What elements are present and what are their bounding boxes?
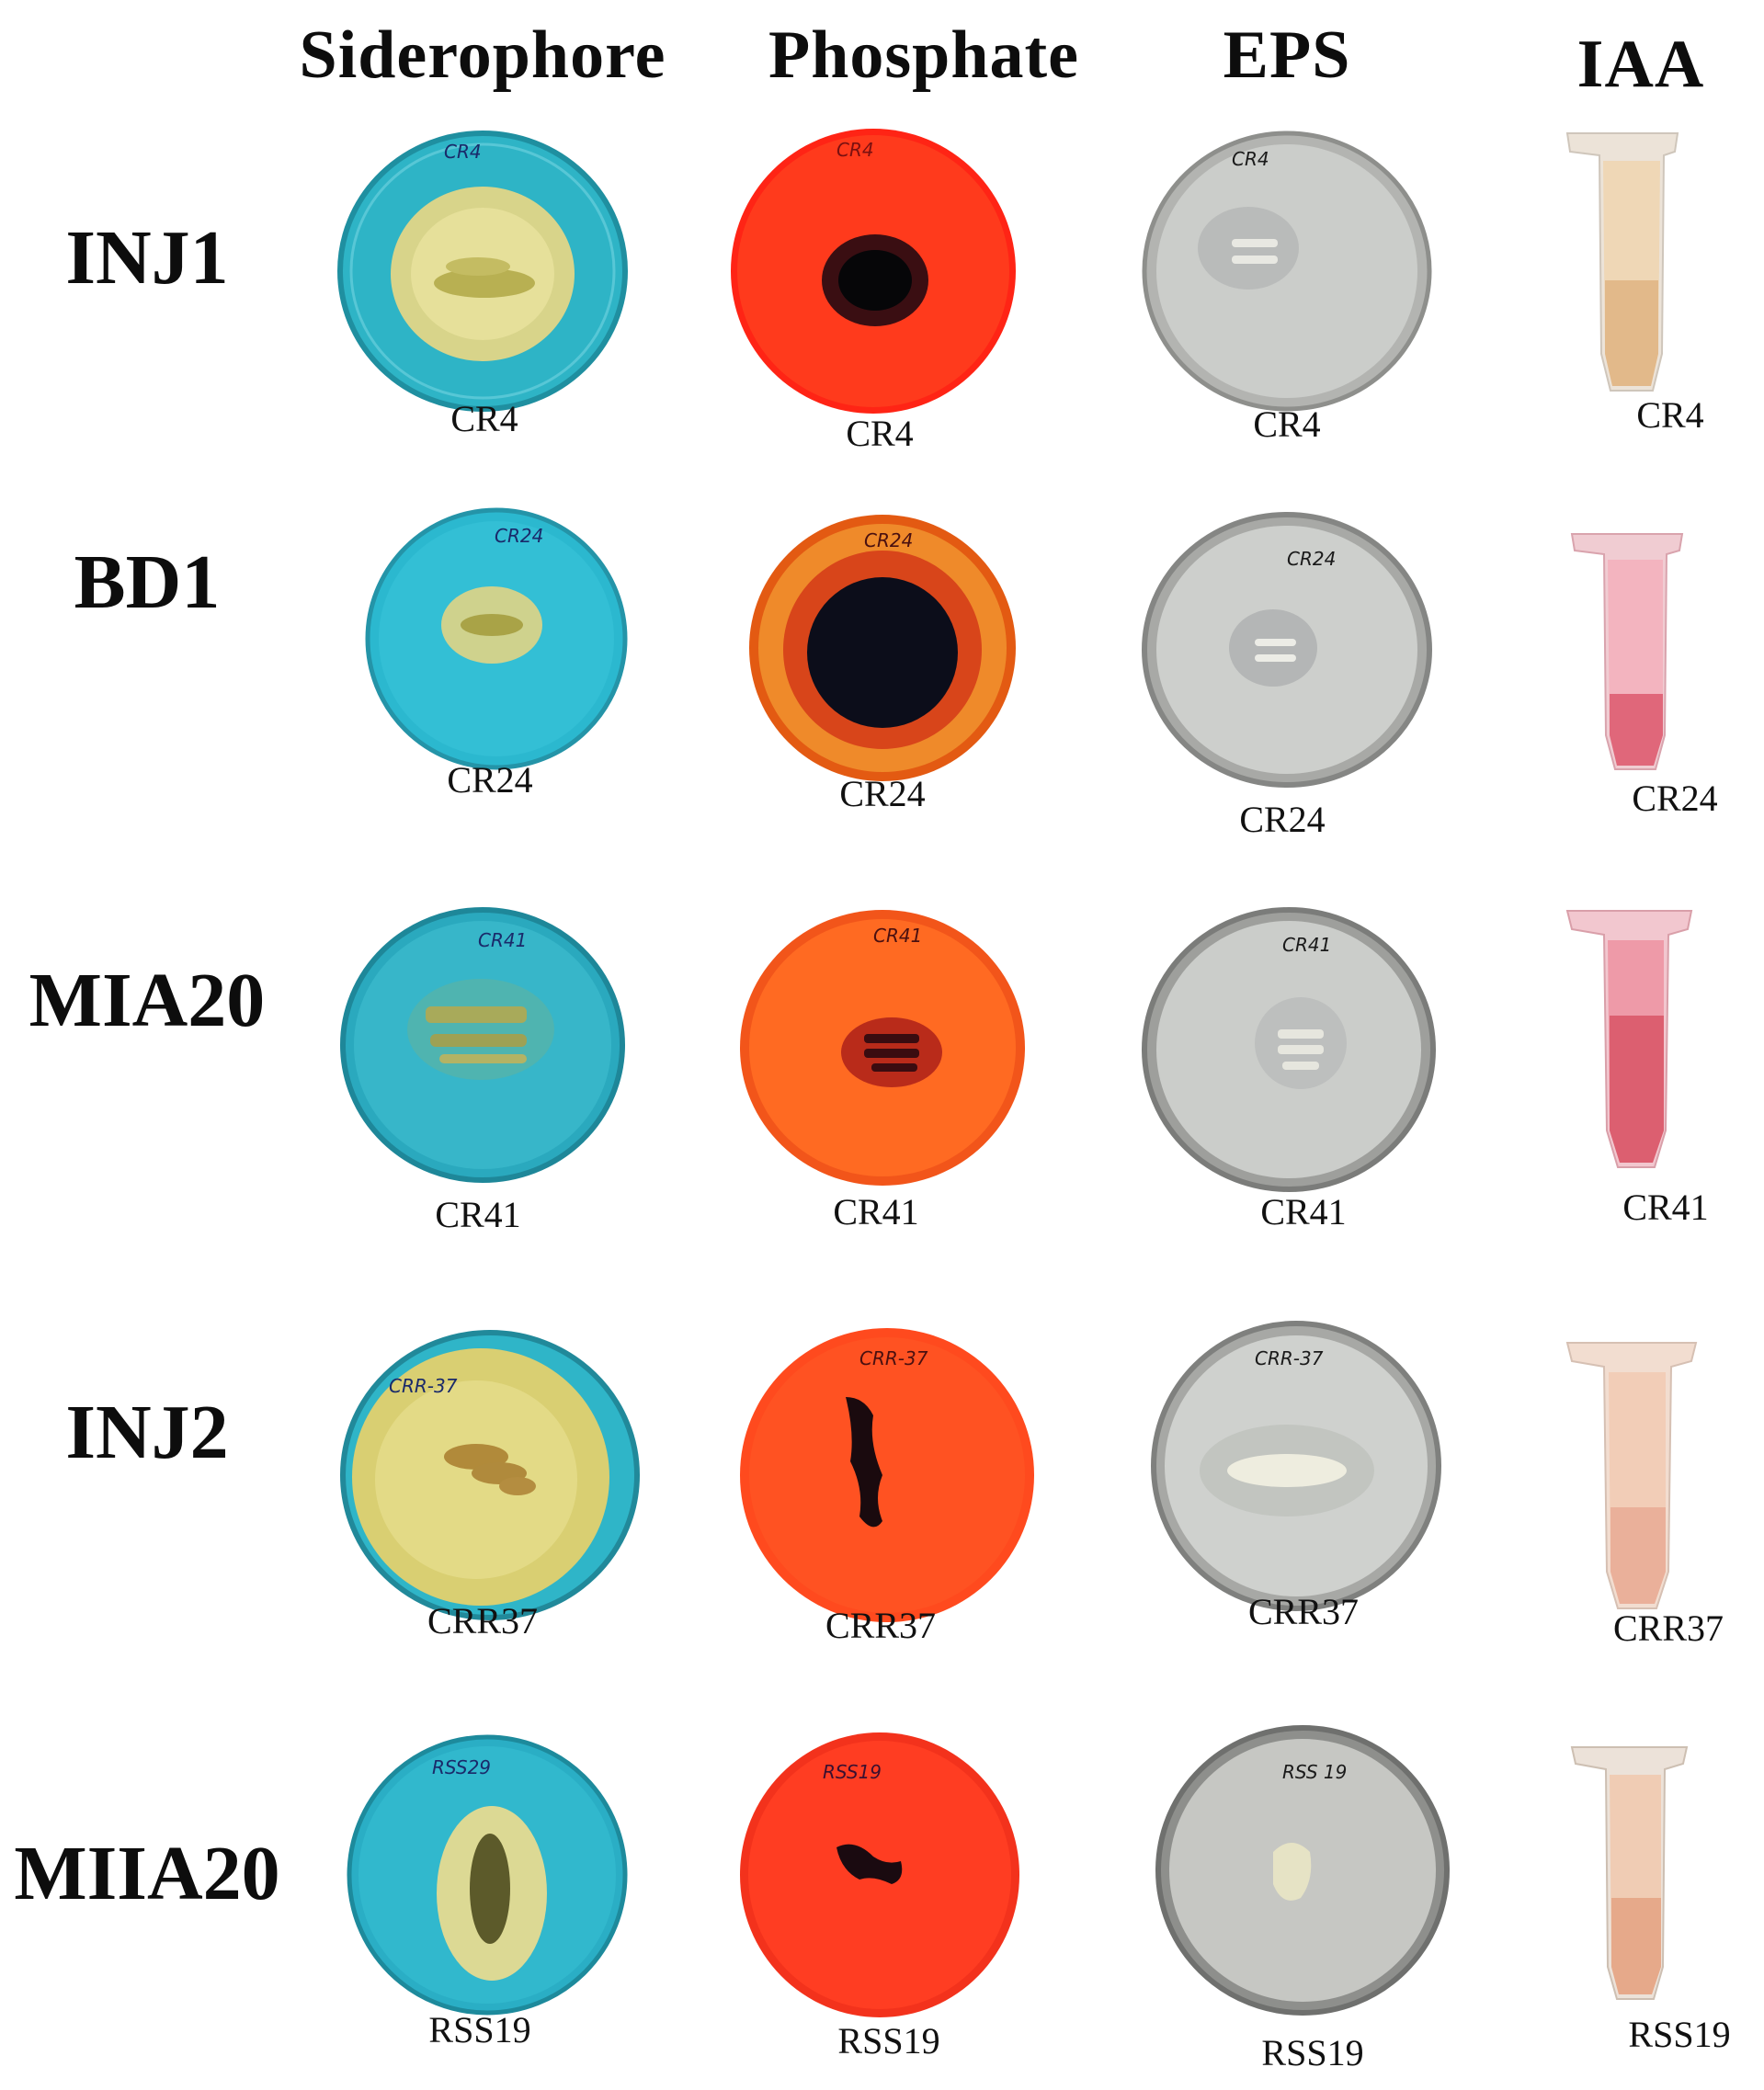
column-heading-siderophore: Siderophore [299, 17, 666, 93]
eps-plate: CRR-37 [1151, 1321, 1441, 1611]
plate-label: CR24 [1287, 548, 1336, 570]
siderophore-plate: CR4 [337, 131, 628, 412]
plate-label: CR4 [1232, 148, 1269, 170]
row-heading-miia20: MIIA20 [14, 1831, 280, 1916]
caption-iaa: RSS19 [1628, 2014, 1731, 2055]
column-heading-phosphate: Phosphate [768, 17, 1079, 93]
caption-siderophore: RSS19 [428, 2009, 531, 2050]
column-heading-iaa: IAA [1576, 27, 1705, 102]
caption-eps: CRR37 [1247, 1591, 1360, 1632]
row-heading-inj2: INJ2 [65, 1390, 229, 1475]
eps-plate: CR41 [1142, 907, 1436, 1192]
plate-label: CR24 [495, 525, 543, 547]
iaa-tube [1565, 132, 1679, 392]
plate-label: CR4 [444, 141, 482, 163]
row-heading-inj1: INJ1 [65, 215, 229, 301]
caption-phosphate: RSS19 [837, 2020, 940, 2062]
phosphate-plate: CRR-37 [740, 1328, 1034, 1622]
siderophore-plate: CRR-37 [340, 1330, 640, 1620]
phosphate-plate: CR41 [740, 910, 1025, 1186]
eps-plate: RSS 19 [1155, 1725, 1450, 2016]
eps-plate: CR4 [1142, 131, 1432, 412]
caption-phosphate: CR4 [846, 413, 914, 454]
caption-eps: CR4 [1253, 403, 1321, 445]
siderophore-plate: RSS29 [347, 1734, 628, 2016]
caption-siderophore: CR24 [447, 759, 533, 801]
row-heading-bd1: BD1 [74, 540, 221, 625]
caption-iaa: CR24 [1632, 778, 1718, 819]
siderophore-plate: CR24 [365, 507, 628, 770]
caption-eps: RSS19 [1261, 2032, 1364, 2073]
plate-label: CR41 [478, 929, 527, 951]
caption-iaa: CRR37 [1612, 1607, 1724, 1649]
plate-label: CR4 [836, 139, 874, 161]
plate-label: RSS29 [432, 1756, 491, 1778]
phosphate-plate: CR24 [749, 515, 1016, 781]
plate-label: CR41 [1282, 934, 1331, 956]
plate-label: CR24 [864, 529, 913, 551]
column-heading-eps: EPS [1223, 17, 1351, 93]
plate-label: CRR-37 [389, 1375, 458, 1397]
caption-eps: CR41 [1260, 1191, 1347, 1232]
plate-label: RSS19 [823, 1761, 882, 1783]
plate-label: CR41 [873, 925, 922, 947]
iaa-tube [1570, 1746, 1689, 2000]
siderophore-plate: CR41 [340, 907, 625, 1183]
iaa-tube [1565, 910, 1693, 1168]
caption-phosphate: CRR37 [825, 1605, 937, 1646]
caption-phosphate: CR24 [839, 773, 926, 814]
caption-eps: CR24 [1239, 799, 1326, 840]
plate-label: RSS 19 [1282, 1761, 1347, 1783]
caption-siderophore: CRR37 [427, 1600, 539, 1641]
caption-phosphate: CR41 [833, 1191, 919, 1232]
plate-label: CRR-37 [859, 1347, 928, 1369]
caption-iaa: CR4 [1636, 394, 1704, 436]
caption-siderophore: CR4 [450, 398, 518, 439]
caption-iaa: CR41 [1622, 1187, 1709, 1228]
phosphate-plate: CR4 [731, 129, 1016, 414]
iaa-tube [1565, 1342, 1698, 1609]
caption-siderophore: CR41 [435, 1194, 521, 1235]
phosphate-plate: RSS19 [740, 1732, 1019, 2017]
plate-label: CRR-37 [1255, 1347, 1324, 1369]
row-heading-mia20: MIA20 [28, 958, 266, 1043]
iaa-tube [1570, 533, 1684, 770]
eps-plate: CR24 [1142, 512, 1432, 788]
